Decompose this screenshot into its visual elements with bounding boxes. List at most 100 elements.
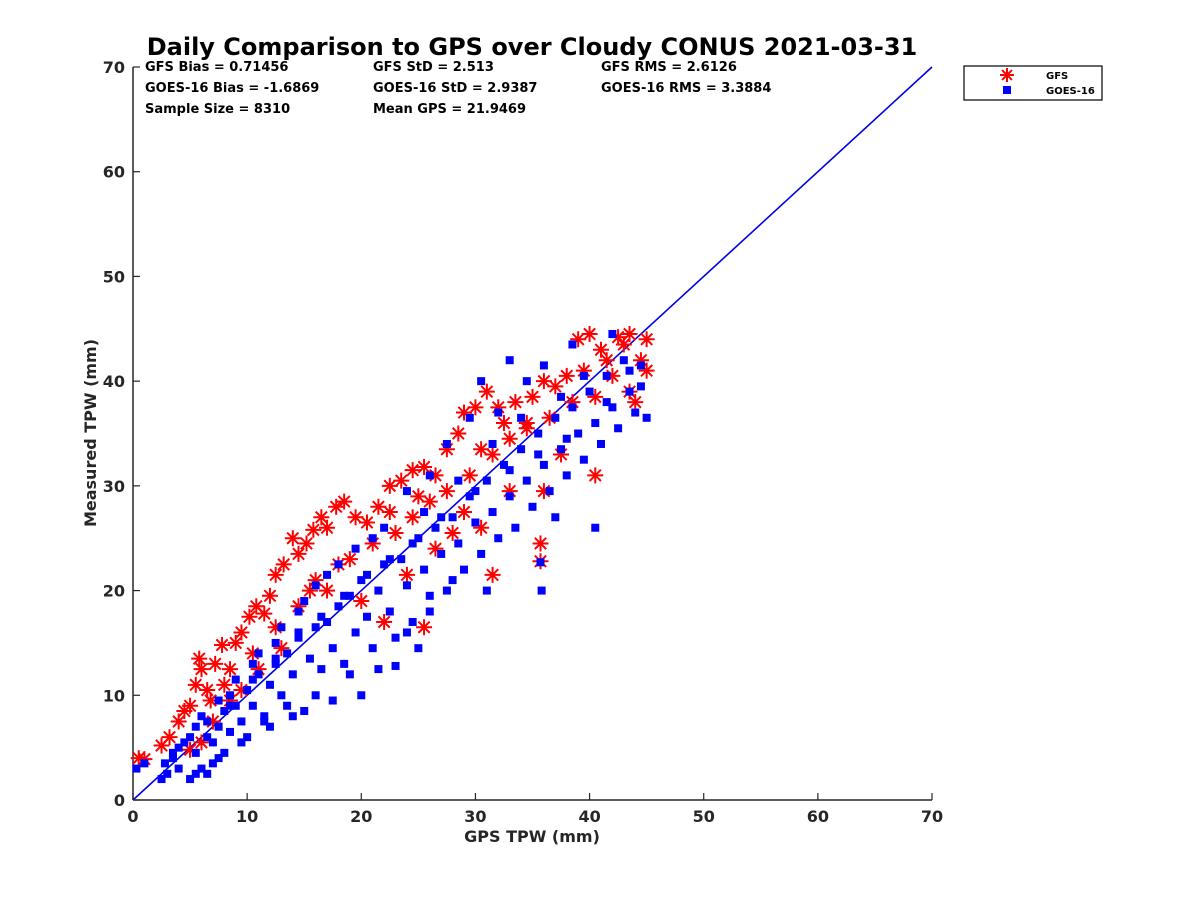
x-tick-label-1: 10 [236, 807, 258, 826]
gfs-point-24 [298, 535, 315, 552]
gfs-point-42 [478, 383, 495, 400]
gfs-point-69 [319, 582, 336, 599]
gfs-point-66 [376, 613, 393, 630]
goes-16-point-105 [477, 377, 486, 386]
goes-16-point-3 [163, 769, 172, 778]
gfs-point-48 [547, 378, 564, 395]
goes-16-point-4 [168, 754, 177, 763]
goes-16-point-37 [357, 576, 366, 585]
goes-16-point-143 [562, 434, 571, 443]
gfs-point-46 [524, 388, 541, 405]
gfs-point-105 [381, 504, 398, 521]
goes-16-point-72 [557, 445, 566, 454]
y-tick-label-4: 40 [103, 372, 125, 391]
x-tick-label-5: 50 [693, 807, 715, 826]
goes-16-point-67 [528, 502, 537, 511]
stat-gfs-std: GFS StD = 2.513 [373, 60, 494, 75]
goes-16-point-167 [237, 738, 246, 747]
goes-16-point-131 [248, 659, 257, 668]
goes-16-point-39 [368, 644, 377, 653]
goes-16-point-81 [608, 403, 617, 412]
stat-gfs-rms: GFS RMS = 2.6126 [601, 60, 737, 75]
gfs-point-36 [416, 459, 433, 476]
goes-16-point-2 [157, 775, 166, 784]
goes-16-point-75 [574, 429, 583, 438]
goes-16-point-70 [545, 487, 554, 496]
goes-16-point-7 [186, 775, 195, 784]
gfs-point-57 [638, 362, 655, 379]
goes-16-point-95 [391, 661, 400, 670]
statistics-block: GFS Bias = 0.71456 GFS StD = 2.513 GFS R… [145, 60, 771, 117]
y-tick-label-0: 0 [114, 791, 125, 810]
goes-16-point-93 [448, 576, 457, 585]
goes-16-point-124 [494, 408, 503, 417]
goes-16-point-122 [539, 361, 548, 370]
goes-16-point-0 [132, 764, 141, 773]
goes-16-point-163 [345, 670, 354, 679]
goes-16-point-43 [391, 633, 400, 642]
goes-16-point-111 [323, 570, 332, 579]
goes-16-point-60 [488, 508, 497, 517]
goes-16-point-123 [522, 377, 531, 386]
goes-16-point-132 [226, 691, 235, 700]
goes-16-point-50 [431, 523, 440, 532]
goes-16-point-85 [631, 408, 640, 417]
goes-16-point-23 [277, 691, 286, 700]
goes-16-point-71 [551, 413, 560, 422]
goes-16-point-46 [408, 617, 417, 626]
gfs-point-98 [444, 524, 461, 541]
gfs-point-15 [233, 624, 250, 641]
gfs-point-65 [398, 566, 415, 583]
y-tick-label-2: 20 [103, 582, 125, 601]
goes-16-point-6 [180, 738, 189, 747]
goes-16-point-112 [300, 597, 309, 606]
gfs-point-34 [393, 472, 410, 489]
stat-goes16-bias: GOES-16 Bias = -1.6869 [145, 81, 319, 96]
legend: GFS GOES-16 [963, 65, 1103, 101]
gfs-point-102 [216, 676, 233, 693]
goes-16-point-96 [357, 691, 366, 700]
goes-16-point-87 [642, 413, 651, 422]
goes-16-point-120 [608, 330, 617, 339]
goes-16-point-109 [380, 523, 389, 532]
gfs-point-63 [456, 504, 473, 521]
goes-16-point-114 [254, 649, 263, 658]
goes-16-point-35 [345, 591, 354, 600]
goes-16-point-99 [265, 722, 274, 731]
goes-16-point-40 [374, 586, 383, 595]
goes-16-point-11 [208, 738, 217, 747]
gfs-point-18 [256, 605, 273, 622]
gfs-point-29 [336, 493, 353, 510]
x-tick-label-3: 30 [464, 807, 486, 826]
stat-mean-gps: Mean GPS = 21.9469 [373, 102, 526, 117]
gfs-point-19 [261, 587, 278, 604]
gfs-point-94 [627, 394, 644, 411]
goes-16-point-33 [334, 602, 343, 611]
gfs-point-50 [570, 331, 587, 348]
gfs-point-88 [518, 420, 535, 437]
goes-16-point-73 [562, 471, 571, 480]
goes-16-point-146 [471, 487, 480, 496]
y-tick-label-5: 50 [103, 267, 125, 286]
gfs-point-85 [461, 467, 478, 484]
goes-16-point-31 [323, 617, 332, 626]
goes-16-point-133 [197, 712, 206, 721]
goes-16-point-83 [619, 356, 628, 365]
gfs-point-47 [535, 373, 552, 390]
goes-16-point-127 [334, 560, 343, 569]
goes-16-point-51 [437, 549, 446, 558]
goes-16-point-41 [380, 560, 389, 569]
goes-16-point-80 [602, 371, 611, 380]
gfs-point-58 [587, 467, 604, 484]
gfs-point-21 [275, 556, 292, 573]
x-tick-label-7: 70 [921, 807, 943, 826]
goes-16-point-30 [317, 665, 326, 674]
goes-16-point-119 [160, 759, 169, 768]
goes-16-point-91 [536, 558, 545, 567]
goes-16-point-59 [482, 476, 491, 485]
goes-16-point-27 [300, 706, 309, 715]
goes-16-point-117 [191, 722, 200, 731]
goes-16-point-24 [283, 649, 292, 658]
gfs-point-22 [284, 530, 301, 547]
goes-16-point-82 [614, 424, 623, 433]
